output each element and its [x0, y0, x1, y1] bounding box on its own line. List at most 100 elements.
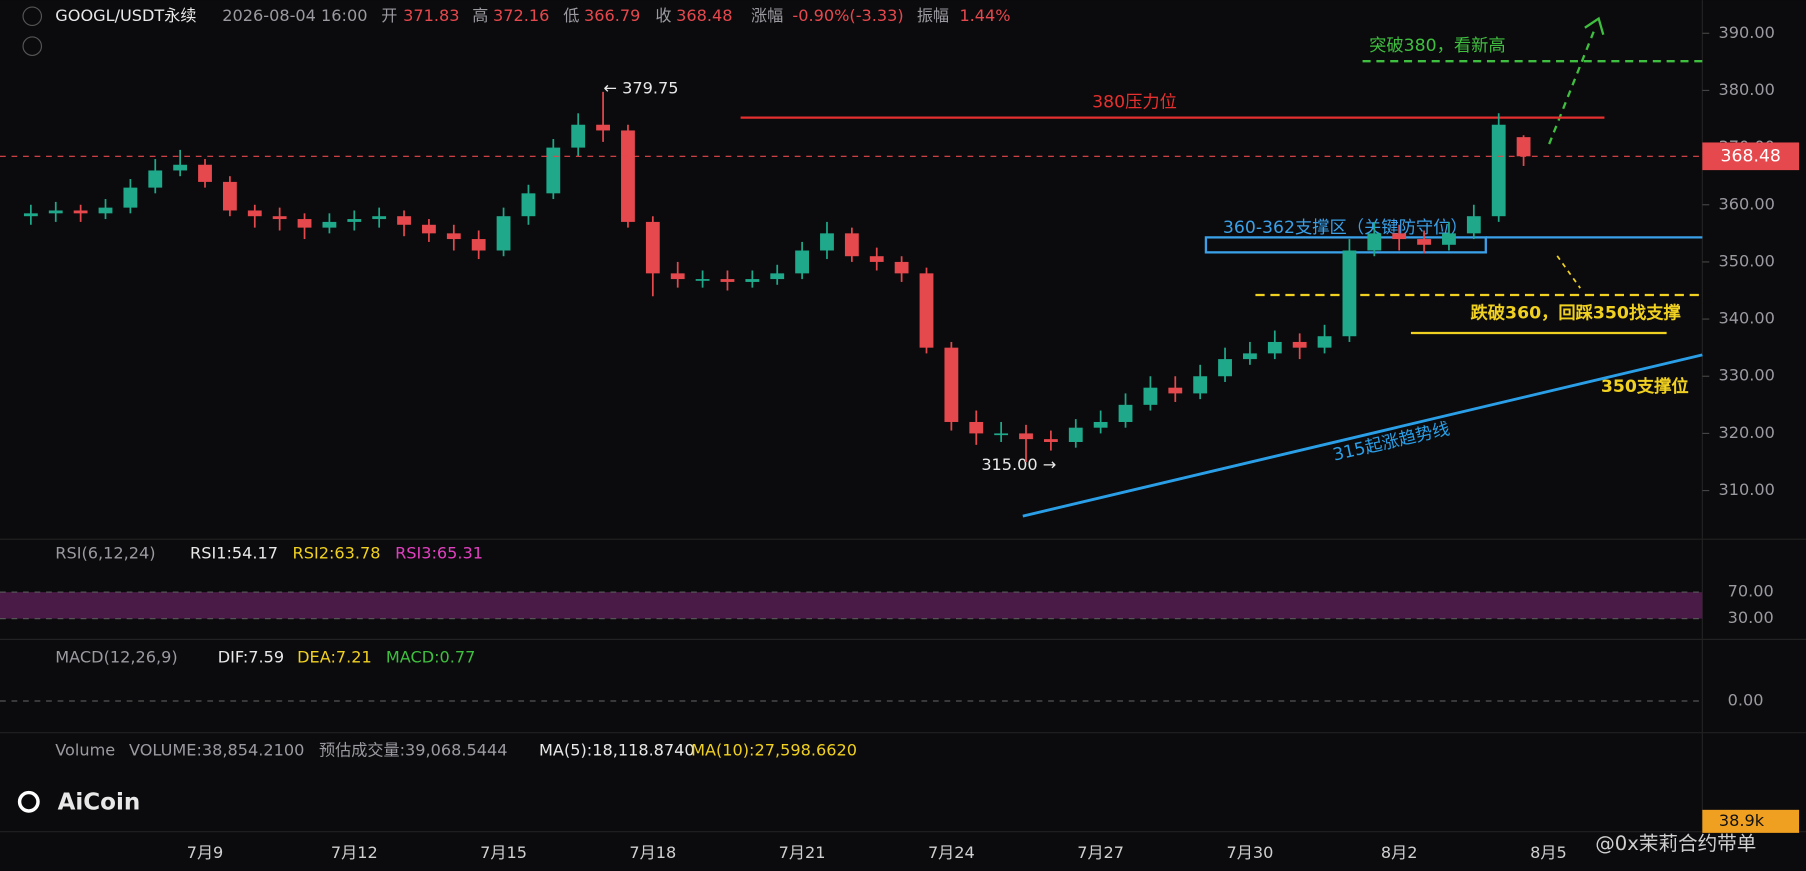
- candle-body: [894, 261, 909, 274]
- candle-body: [123, 187, 138, 208]
- candle-body: [73, 210, 88, 214]
- rsi-stat: RSI1:54.17: [190, 544, 278, 563]
- macd-stat: MACD:0.77: [386, 647, 476, 666]
- candle-body: [1292, 341, 1307, 348]
- x-tick-label: 7月15: [480, 843, 527, 862]
- volume-stat: VOLUME:38,854.2100: [129, 741, 304, 760]
- change-label: 涨幅: [751, 6, 783, 25]
- candle-body: [1442, 233, 1456, 245]
- candle-body: [720, 279, 735, 282]
- candle-body: [994, 433, 1009, 436]
- high-marker: ← 379.75: [604, 78, 679, 97]
- candle-body: [1243, 353, 1257, 360]
- candle-body: [869, 256, 884, 262]
- candle-body: [571, 124, 586, 148]
- candle-body: [222, 181, 237, 211]
- candle-body: [770, 273, 785, 280]
- candle-body: [1367, 233, 1382, 251]
- macd-tick-label: 0.00: [1728, 690, 1764, 709]
- macd-title: MACD(12,26,9): [55, 647, 177, 666]
- macd-stat: DEA:7.21: [297, 647, 372, 666]
- candle-body: [98, 207, 113, 214]
- low-label: 低: [563, 6, 579, 25]
- y-tick-label: 390.00: [1718, 23, 1774, 42]
- volume-tag: [1702, 809, 1800, 833]
- close-value: 368.48: [676, 6, 732, 25]
- open-value: 371.83: [403, 6, 459, 25]
- candle-body: [969, 421, 984, 434]
- close-label: 收: [655, 6, 671, 25]
- x-tick-label: 7月21: [779, 843, 826, 862]
- candle-body: [496, 216, 511, 251]
- last-price-label: 368.48: [1721, 146, 1781, 166]
- datetime: 2026-08-04 16:00: [222, 6, 367, 25]
- candle-body: [1193, 376, 1208, 394]
- change-value: -0.90%(-3.33): [792, 6, 903, 25]
- candle-body: [596, 124, 610, 131]
- symbol: GOOGL/USDT永续: [55, 6, 196, 25]
- candle-body: [48, 210, 63, 214]
- annotation: 突破380，看新高: [1369, 36, 1506, 56]
- volume-tag-text: 38.9k: [1719, 811, 1765, 830]
- amplitude-label: 振幅: [917, 6, 949, 25]
- candle-body: [297, 219, 312, 228]
- candle-body: [521, 193, 536, 217]
- y-tick-label: 310.00: [1718, 480, 1774, 499]
- candle-body: [621, 130, 635, 222]
- watermark: @0x茉莉合约带单: [1595, 832, 1756, 855]
- candle-body: [322, 221, 337, 228]
- volume-stat: MA(10):27,598.6620: [691, 741, 857, 760]
- candle-body: [795, 250, 810, 274]
- candle-body: [1417, 239, 1431, 245]
- candle-body: [1392, 233, 1407, 240]
- y-tick-label: 360.00: [1718, 194, 1774, 213]
- x-tick-label: 7月27: [1077, 843, 1124, 862]
- x-tick-label: 7月12: [331, 843, 378, 862]
- volume-stat: MA(5):18,118.8740: [539, 741, 695, 760]
- y-tick-label: 330.00: [1718, 366, 1774, 385]
- rsi-tick-label: 30.00: [1728, 608, 1774, 627]
- candle-body: [844, 233, 859, 257]
- candle-body: [745, 279, 760, 282]
- logo: AiCoin: [58, 789, 141, 815]
- rsi-band: [0, 592, 1703, 619]
- candle-body: [1093, 421, 1108, 428]
- collapse-button[interactable]: [22, 36, 43, 56]
- high-label: 高: [472, 6, 488, 25]
- amplitude-value: 1.44%: [959, 6, 1010, 25]
- candle-body: [1267, 341, 1282, 354]
- low-value: 366.79: [584, 6, 640, 25]
- candle-body: [1118, 404, 1133, 422]
- candle-body: [247, 210, 262, 217]
- fallback-arrow: [1556, 255, 1581, 289]
- open-label: 开: [381, 6, 397, 25]
- volume-stat: 预估成交量:39,068.5444: [319, 741, 507, 760]
- annotation: 350支撑位: [1601, 376, 1689, 397]
- annotation: 380压力位: [1092, 93, 1177, 113]
- candle-body: [919, 273, 934, 348]
- y-tick-label: 320.00: [1718, 423, 1774, 442]
- candle-body: [422, 224, 436, 234]
- candle-body: [446, 233, 461, 240]
- candle-body: [546, 147, 561, 194]
- close-button[interactable]: [22, 6, 43, 27]
- candle-body: [944, 347, 959, 422]
- candle-body: [397, 216, 411, 225]
- y-tick-label: 340.00: [1718, 309, 1774, 328]
- candle-body: [1516, 137, 1531, 157]
- candle-body: [1218, 359, 1232, 377]
- candle-body: [820, 233, 834, 251]
- x-tick-label: 7月9: [187, 843, 224, 862]
- candle-body: [347, 219, 362, 222]
- breakout-arrow: [1548, 27, 1597, 145]
- trend-line: [1022, 353, 1703, 518]
- candle-body: [1342, 250, 1357, 337]
- high-value: 372.16: [493, 6, 549, 25]
- candle-body: [148, 170, 163, 188]
- candle-body: [1466, 216, 1481, 234]
- low-marker: 315.00 →: [981, 455, 1056, 474]
- candle-body: [1068, 427, 1083, 442]
- x-tick-label: 7月30: [1226, 843, 1273, 862]
- candle-body: [372, 216, 387, 220]
